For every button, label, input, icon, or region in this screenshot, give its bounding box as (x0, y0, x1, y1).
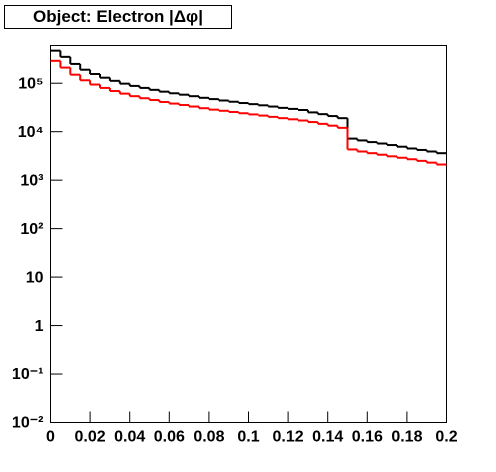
plot-frame (50, 45, 447, 423)
x-tick-label: 0.1 (237, 429, 259, 446)
y-tick-label: 10⁵ (18, 75, 43, 92)
y-tick-label: 10⁻² (12, 415, 44, 432)
x-tick-label: 0.18 (391, 429, 422, 446)
y-tick-label: 10⁻¹ (12, 366, 44, 383)
y-tick-label: 1 (35, 318, 44, 335)
y-tick-label: 10 (26, 269, 44, 286)
y-tick-label: 10³ (20, 172, 43, 189)
x-tick-label: 0.16 (352, 429, 383, 446)
x-tick-label: 0.08 (193, 429, 224, 446)
x-tick-label: 0.12 (273, 429, 304, 446)
x-tick-label: 0 (46, 429, 55, 446)
y-tick-label: 10² (20, 221, 43, 238)
x-tick-label: 0.02 (75, 429, 106, 446)
title-box (4, 5, 232, 29)
y-tick-label: 10⁴ (18, 124, 44, 141)
x-tick-label: 0.2 (435, 429, 457, 446)
chart-title: Object: Electron |Δφ| (33, 7, 203, 26)
x-tick-label: 0.06 (154, 429, 185, 446)
x-tick-label: 0.04 (114, 429, 145, 446)
x-tick-label: 0.14 (312, 429, 343, 446)
